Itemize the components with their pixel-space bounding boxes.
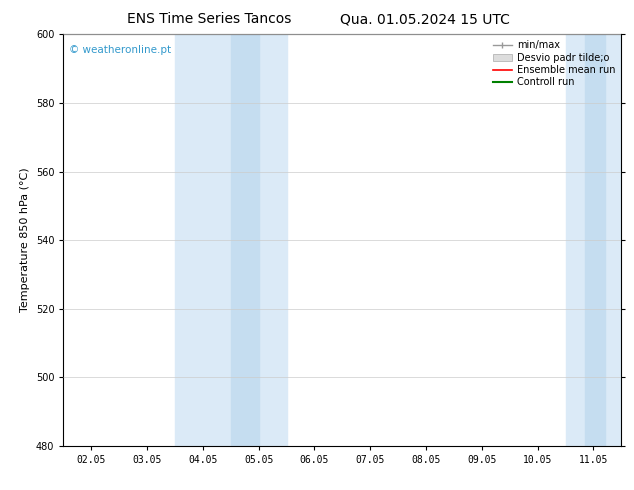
Y-axis label: Temperature 850 hPa (°C): Temperature 850 hPa (°C) [20,168,30,313]
Text: ENS Time Series Tancos: ENS Time Series Tancos [127,12,292,26]
Legend: min/max, Desvio padr tilde;o, Ensemble mean run, Controll run: min/max, Desvio padr tilde;o, Ensemble m… [489,36,619,91]
Text: Qua. 01.05.2024 15 UTC: Qua. 01.05.2024 15 UTC [340,12,510,26]
Text: © weatheronline.pt: © weatheronline.pt [69,45,171,54]
Bar [566,34,621,446]
Bar [175,34,287,446]
Bar [585,34,605,446]
Bar [231,34,259,446]
